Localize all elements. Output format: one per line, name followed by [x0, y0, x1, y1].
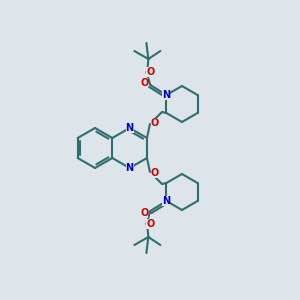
Text: N: N — [126, 163, 134, 173]
Text: O: O — [146, 219, 154, 229]
Text: O: O — [151, 168, 159, 178]
Text: N: N — [162, 90, 170, 100]
Text: O: O — [146, 67, 154, 77]
Text: O: O — [140, 78, 148, 88]
Text: N: N — [126, 123, 134, 133]
Text: O: O — [151, 118, 159, 128]
Text: N: N — [162, 196, 170, 206]
Text: O: O — [140, 208, 148, 218]
